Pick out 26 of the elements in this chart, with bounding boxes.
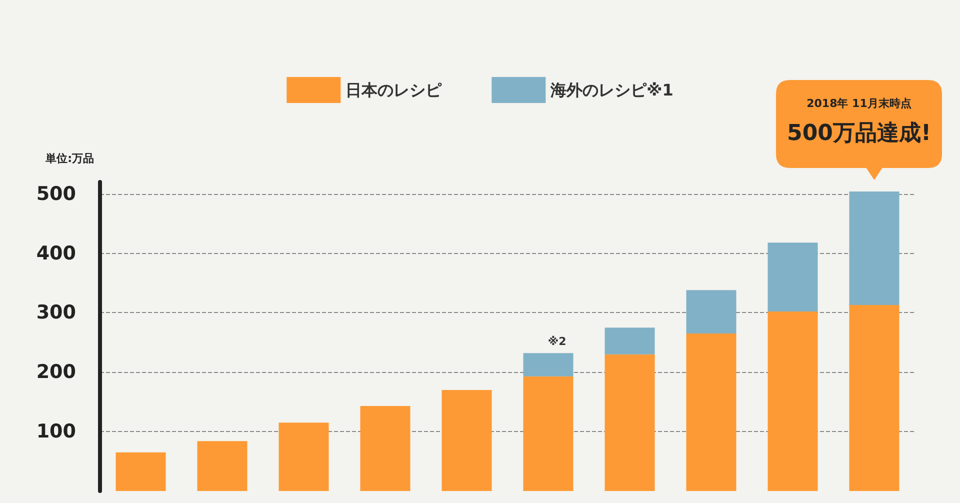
bar: [604, 328, 655, 354]
bar: [278, 422, 329, 491]
bar: [360, 406, 410, 491]
y-tick-label: 500: [36, 182, 76, 205]
bar: [686, 334, 736, 491]
bar: [768, 242, 818, 312]
legend-label: 海外のレシピ※1: [550, 80, 674, 100]
annotation: ※2: [548, 335, 566, 348]
bar: [768, 312, 818, 491]
y-tick-label: 400: [36, 242, 76, 264]
text: 2018年 11月末時点: [806, 96, 912, 110]
y-tick-label: 200: [36, 361, 76, 384]
bar: [849, 192, 900, 306]
y-tick-label: 300: [36, 302, 76, 324]
bar: [523, 376, 574, 491]
bar: [116, 452, 166, 491]
bar: [523, 353, 574, 376]
bar: [686, 290, 736, 334]
bar: [442, 390, 492, 491]
y-tick-label: 100: [36, 420, 76, 443]
bar: [197, 441, 248, 491]
legend-label: 日本のレシピ: [346, 80, 443, 100]
text: 500万品達成!: [787, 120, 931, 148]
bar: [849, 305, 900, 491]
bar: [604, 354, 655, 491]
y-axis-title: 単位:万品: [44, 152, 94, 165]
